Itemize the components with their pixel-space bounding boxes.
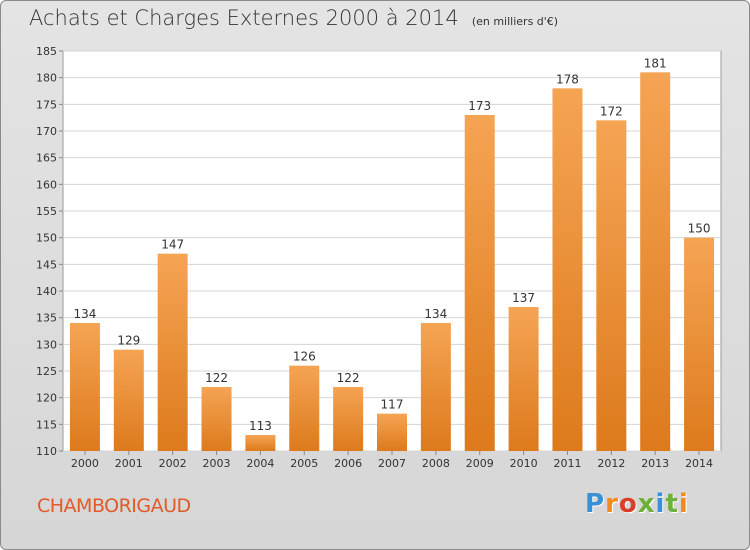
x-tick-label: 2008 (422, 457, 450, 470)
bar-value-label: 122 (337, 371, 360, 385)
commune-name: CHAMBORIGAUD (37, 495, 191, 517)
x-tick-label: 2001 (115, 457, 143, 470)
x-tick-label: 2006 (334, 457, 362, 470)
bar-2010 (508, 307, 539, 451)
bar-2000 (69, 323, 100, 451)
bar-value-label: 134 (73, 307, 96, 321)
y-tick-label: 180 (36, 72, 57, 85)
y-tick-label: 170 (36, 125, 57, 138)
bar-2004 (245, 435, 276, 451)
y-tick-label: 140 (36, 285, 57, 298)
y-tick-label: 120 (36, 392, 57, 405)
y-tick-label: 175 (36, 98, 57, 111)
bar-2005 (289, 365, 320, 451)
bar-value-label: 122 (205, 371, 228, 385)
bar-value-label: 113 (249, 419, 272, 433)
x-tick-label: 2005 (290, 457, 318, 470)
y-tick-label: 150 (36, 232, 57, 245)
bar-value-label: 150 (688, 222, 711, 236)
bar-value-label: 172 (600, 104, 623, 118)
brand-logo-letter: o (618, 489, 638, 519)
bar-value-label: 129 (117, 334, 140, 348)
brand-logo-letter: i (678, 489, 689, 519)
bar-value-label: 147 (161, 238, 184, 252)
bar-value-label: 134 (424, 307, 447, 321)
bar-2011 (552, 88, 583, 451)
bar-2003 (201, 387, 232, 451)
chart-unit: (en milliers d'€) (471, 15, 559, 28)
y-tick-label: 110 (36, 445, 57, 458)
bar-2002 (157, 253, 188, 451)
bar-2013 (640, 72, 671, 451)
y-tick-label: 145 (36, 258, 57, 271)
bar-2001 (113, 349, 144, 451)
x-axis-ticks: 2000 2001 2002 2003 2004 2005 2006 2007 2008 2009… (71, 451, 713, 470)
y-tick-label: 185 (36, 45, 57, 58)
bar-value-label: 126 (293, 350, 316, 364)
x-tick-label: 2007 (378, 457, 406, 470)
x-tick-label: 2012 (597, 457, 625, 470)
chart-title: Achats et Charges Externes 2000 à 2014 (29, 6, 459, 30)
x-tick-label: 2010 (510, 457, 538, 470)
brand-logo-letter: r (605, 489, 619, 519)
y-tick-label: 115 (36, 418, 57, 431)
bar-2014 (684, 237, 715, 451)
y-tick-label: 130 (36, 338, 57, 351)
bar-value-label: 137 (512, 291, 535, 305)
bars: 134 129 147 122 113 126 122 117 134 173 137 178 172 1… (69, 56, 715, 451)
bar-2007 (377, 413, 407, 451)
y-tick-label: 165 (36, 152, 57, 165)
x-tick-label: 2009 (466, 457, 494, 470)
brand-logo-letter: i (655, 489, 666, 519)
bar-value-label: 173 (468, 99, 491, 113)
x-tick-label: 2013 (641, 457, 669, 470)
y-tick-label: 135 (36, 312, 57, 325)
x-tick-label: 2003 (203, 457, 231, 470)
bar-value-label: 117 (381, 398, 404, 412)
brand-logo-letter: x (637, 489, 656, 519)
x-tick-label: 2011 (553, 457, 581, 470)
y-axis-ticks: 110 115 120 125 130 135 140 145 150 155 160 165 170 1… (36, 45, 63, 458)
bar-2012 (596, 120, 627, 451)
y-tick-label: 160 (36, 178, 57, 191)
title-block: Achats et Charges Externes 2000 à 2014 (… (29, 6, 558, 30)
y-tick-label: 155 (36, 205, 57, 218)
bar-2009 (464, 115, 495, 451)
bar-value-label: 178 (556, 72, 579, 86)
x-tick-label: 2002 (159, 457, 187, 470)
brand-logo-letter: P (585, 489, 606, 519)
bar-value-label: 181 (644, 56, 667, 70)
bar-2008 (420, 323, 451, 451)
x-tick-label: 2014 (685, 457, 713, 470)
x-tick-label: 2000 (71, 457, 99, 470)
brand-logo-letter: t (665, 489, 679, 519)
brand-logo: Proxiti (585, 489, 689, 519)
y-tick-label: 125 (36, 365, 57, 378)
x-tick-label: 2004 (246, 457, 274, 470)
bar-2006 (333, 387, 364, 451)
